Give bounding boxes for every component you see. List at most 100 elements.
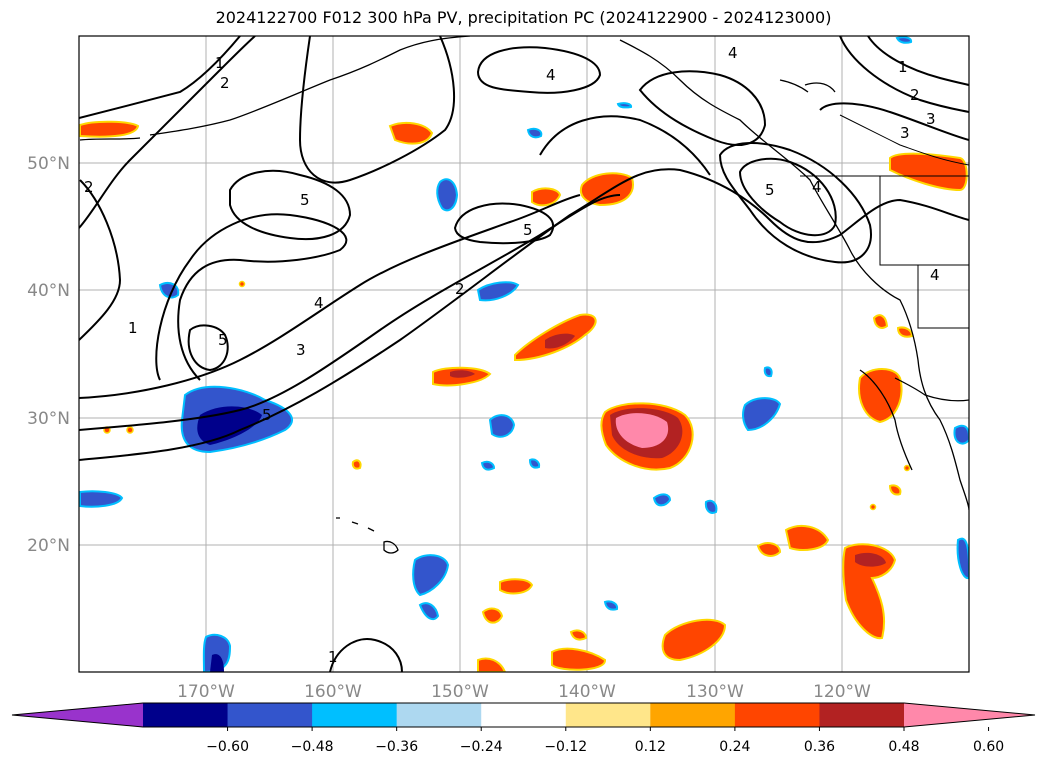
precip-blob-blue	[603, 600, 619, 611]
lat-label: 20°N	[27, 536, 70, 556]
precip-dot	[869, 503, 877, 511]
precip-blob-blue	[436, 178, 459, 212]
pv-contour-1	[79, 168, 969, 461]
colorbar-segment	[650, 703, 736, 727]
precip-blob-blue	[480, 460, 496, 471]
precip-blob-orange	[842, 543, 897, 640]
lon-label: 130°W	[686, 682, 744, 702]
lat-labels: 50°N 40°N 30°N 20°N	[27, 154, 70, 556]
colorbar-tick-label: −0.24	[460, 739, 503, 755]
pv-contour-1-ne	[867, 36, 969, 86]
precip-negative	[79, 36, 969, 672]
contour-label: 1	[128, 319, 138, 337]
contour-label: 4	[812, 178, 822, 196]
map-content: 1 2 3 4 5 4 3 2 1 5 5 4 1 2 3 4 5 4 2 1	[79, 36, 969, 672]
contour-labels: 1 2 3 4 5 4 3 2 1 5 5 4 1 2 3 4 5 4 2 1	[84, 44, 940, 666]
precip-blob-blue	[418, 602, 440, 621]
pv-contour-arc	[539, 115, 711, 176]
pv-contour-4-east	[718, 142, 872, 264]
coastline-north-america	[619, 39, 969, 511]
contour-label: 1	[215, 54, 225, 72]
contour-label: 5	[262, 406, 272, 424]
pv-contour-2	[79, 194, 621, 431]
precip-blob-darkred	[855, 552, 886, 567]
pv-contour-4-north	[638, 70, 767, 146]
pv-contour-4	[155, 213, 348, 381]
colorbar-tick-label: 0.36	[804, 739, 835, 755]
contour-label: 2	[455, 280, 465, 298]
contour-label: 2	[220, 74, 230, 92]
pv-contour-5-mid	[453, 202, 555, 245]
precip-blob-orange	[784, 524, 830, 551]
contour-label: 1	[898, 58, 908, 76]
pv-contour-5-loop	[187, 324, 229, 372]
pv-contour-north-mid	[298, 36, 455, 184]
precip-blob-blue	[616, 102, 633, 109]
colorbar-outline	[11, 702, 1036, 728]
precip-blob-orange	[661, 618, 727, 662]
precip-blob-orange	[756, 542, 782, 557]
lon-labels: 170°W 160°W 150°W 140°W 130°W 120°W	[177, 682, 871, 702]
pv-contour-1-nw	[79, 36, 241, 119]
precip-dot	[238, 280, 246, 288]
precip-blob-orange	[481, 607, 504, 624]
pv-contour-4-top	[476, 46, 602, 94]
lon-label: 140°W	[558, 682, 616, 702]
pv-contour-3-ne	[819, 102, 969, 141]
lat-label: 40°N	[27, 281, 70, 301]
colorbar-segment	[227, 703, 313, 727]
colorbar-extend-high	[904, 703, 1035, 727]
contour-label: 5	[300, 191, 310, 209]
precip-blob-orange	[888, 484, 902, 496]
border-us-mexico	[894, 377, 969, 402]
precip-blob-pink	[615, 413, 669, 448]
precip-blob-blue	[412, 554, 450, 597]
lon-label: 150°W	[431, 682, 489, 702]
colorbar-tick-label: −0.36	[375, 739, 418, 755]
colorbar: −0.60 −0.48 −0.36 −0.24 −0.12 0.12 0.24 0.36 0.4…	[11, 702, 1036, 755]
contour-label: 4	[930, 266, 940, 284]
colorbar-tick-label: 0.60	[973, 739, 1004, 755]
pv-contour-2-nw	[79, 36, 256, 229]
precip-blob-blue	[202, 633, 232, 672]
precip-blob-blue	[895, 36, 913, 44]
colorbar-segment	[312, 703, 398, 727]
precip-blob-orange	[351, 459, 362, 470]
coastline-baja	[859, 369, 913, 471]
precip-blob-orange	[499, 578, 534, 595]
precip-blob-orange	[872, 314, 889, 329]
chart-title: 2024122700 F012 300 hPa PV, precipitatio…	[215, 8, 832, 27]
colorbar-segment	[565, 703, 651, 727]
lon-label: 120°W	[813, 682, 871, 702]
colorbar-segment	[481, 703, 567, 727]
precip-blob-blue	[953, 424, 969, 445]
lat-label: 30°N	[27, 409, 70, 429]
colorbar-tick-label: 0.12	[635, 739, 666, 755]
contour-label: 2	[84, 178, 94, 196]
precip-blob-orange	[388, 121, 434, 145]
precip-blob-blue	[763, 366, 773, 378]
pv-contour-1-west	[79, 179, 122, 341]
contour-label: 4	[728, 44, 738, 62]
colorbar-segment	[734, 703, 820, 727]
hawaii-islands	[336, 517, 399, 554]
colorbar-tick-label: −0.12	[544, 739, 587, 755]
border-canada-us	[839, 114, 969, 166]
colorbar-segment	[143, 703, 229, 727]
precip-blob-blue	[528, 458, 541, 469]
precip-positive	[79, 120, 968, 672]
pv-contour-3	[79, 194, 581, 399]
precip-blob-orange	[79, 120, 140, 138]
precip-blob-orange	[551, 647, 606, 671]
contour-label: 5	[218, 331, 228, 349]
contour-label: 3	[296, 341, 306, 359]
precip-blob-blue	[476, 281, 520, 302]
coastlines	[79, 36, 969, 554]
precip-blob-blue	[956, 537, 969, 580]
precip-blob-blue	[79, 490, 124, 508]
precip-blob-blue	[704, 499, 718, 514]
precip-blob-orange	[889, 152, 968, 192]
contour-label: 3	[926, 110, 936, 128]
